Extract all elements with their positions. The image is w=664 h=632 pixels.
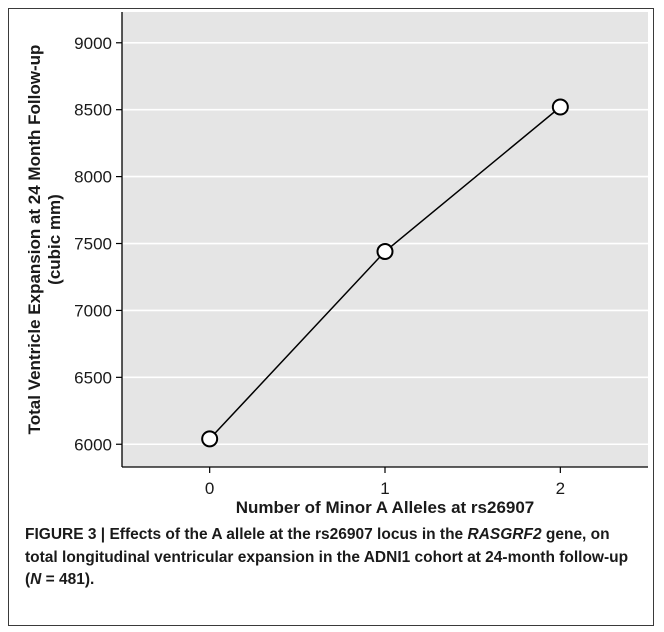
x-axis-title: Number of Minor A Alleles at rs26907 [236, 498, 535, 517]
y-tick-label: 8000 [74, 168, 112, 187]
plot-panel [122, 12, 648, 467]
chart: 6000 6500 7000 7500 8000 8500 9000 0 1 2 Number … [25, 12, 648, 517]
data-point [551, 98, 569, 116]
y-tick-label: 7000 [74, 301, 112, 320]
caption-text-1: Effects of the A allele at the rs26907 l… [109, 526, 468, 543]
y-tick-label: 6500 [74, 368, 112, 387]
y-tick-label: 9000 [74, 34, 112, 53]
x-tick-label: 2 [556, 479, 565, 498]
axes [116, 12, 648, 473]
data-points [201, 98, 569, 448]
x-tick-label: 0 [205, 479, 214, 498]
y-tick-label: 7500 [74, 235, 112, 254]
caption-text-3: = 481). [41, 571, 95, 588]
caption-gene: RASGRF2 [467, 526, 542, 543]
data-point [201, 430, 219, 448]
y-tick-label: 8500 [74, 101, 112, 120]
y-axis-title: Total Ventricle Expansion at 24 Month Fo… [25, 45, 64, 435]
figure-caption: FIGURE 3 | Effects of the A allele at th… [25, 524, 635, 592]
y-tick-labels: 6000 6500 7000 7500 8000 8500 9000 [74, 34, 112, 454]
y-tick-label: 6000 [74, 435, 112, 454]
x-tick-label: 1 [380, 479, 389, 498]
y-axis-title-line-2: (cubic mm) [45, 194, 64, 285]
caption-text-2: gene, on total longitudinal ventricular … [25, 526, 629, 588]
x-tick-labels: 0 1 2 [205, 479, 565, 498]
y-axis-title-line-1: Total Ventricle Expansion at 24 Month Fo… [25, 45, 44, 435]
caption-label: FIGURE 3 | [25, 526, 110, 543]
caption-n-symbol: N [30, 571, 42, 588]
data-point [376, 243, 394, 261]
